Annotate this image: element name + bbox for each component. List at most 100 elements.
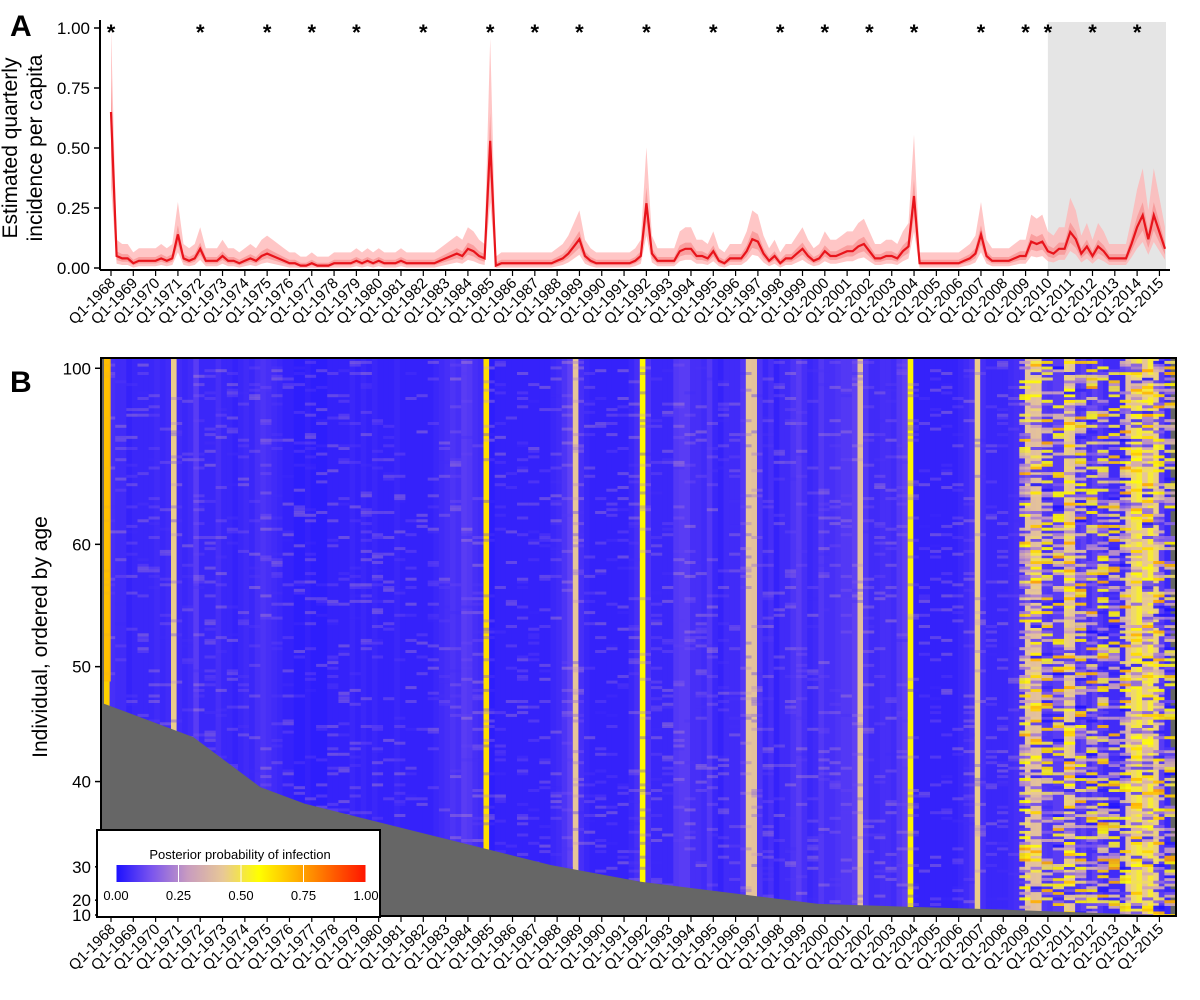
heatmap-cell (1019, 435, 1031, 439)
heatmap-cell (472, 638, 484, 642)
heatmap-cell (1075, 497, 1087, 501)
heatmap-cell (226, 705, 238, 709)
heatmap-cell (1086, 577, 1098, 581)
heatmap-cell (572, 377, 584, 381)
heatmap-cell (137, 650, 149, 653)
heatmap-cell (226, 541, 238, 545)
heatmap-cell (896, 683, 908, 687)
heatmap-column (600, 359, 607, 915)
heatmap-cell (1108, 549, 1120, 553)
heatmap-cell (338, 722, 350, 726)
heatmap-cell (371, 655, 384, 659)
heatmap-column (779, 359, 786, 915)
heatmap-column (801, 359, 808, 915)
heatmap-cell (1075, 516, 1087, 520)
heatmap-cell (1164, 438, 1176, 442)
heatmap-cell (282, 669, 294, 673)
heatmap-cell (651, 377, 663, 381)
heatmap-cell (639, 549, 651, 553)
heatmap-cell (1108, 519, 1120, 523)
heatmap-cell (405, 797, 417, 801)
heatmap-cell (204, 566, 216, 570)
heatmap-cell (1075, 588, 1087, 592)
heatmap-cell (1142, 852, 1154, 856)
heatmap-cell (595, 422, 607, 425)
heatmap-cell (1097, 399, 1109, 403)
heatmap-cell (628, 516, 640, 520)
heatmap-cell (1019, 841, 1031, 845)
heatmap-cell (918, 791, 930, 795)
heatmap-cell (963, 374, 975, 378)
heatmap-cell (1041, 638, 1053, 642)
heatmap-cell (1153, 719, 1165, 723)
heatmap-cell (606, 822, 618, 826)
heatmap-cell (1153, 672, 1165, 676)
heatmap-column (851, 359, 859, 915)
heatmap-cell (684, 641, 696, 645)
heatmap-cell (1030, 566, 1042, 570)
heatmap-cell (985, 786, 997, 790)
heatmap-cells (104, 359, 1176, 916)
heatmap-cell (517, 372, 529, 375)
heatmap-cell (1164, 713, 1176, 717)
heatmap-cell (751, 563, 763, 567)
heatmap-cell (773, 814, 785, 817)
heatmap-cell (494, 819, 506, 823)
heatmap-cell (405, 549, 417, 553)
heatmap-cell (1164, 766, 1176, 770)
heatmap-cell (1142, 577, 1154, 581)
heatmap-cell (1075, 508, 1087, 512)
heatmap-cell (1052, 427, 1064, 431)
heatmap-cell (1108, 413, 1120, 417)
heatmap-column (628, 359, 635, 915)
heatmap-cell (1086, 822, 1098, 826)
heatmap-cell (1153, 591, 1165, 595)
heatmap-cell (1064, 388, 1076, 392)
heatmap-cell (1119, 816, 1131, 820)
heatmap-cell (1153, 691, 1165, 695)
heatmap-cell (729, 733, 741, 737)
heatmap-cell (539, 677, 551, 681)
heatmap-cell (595, 805, 607, 809)
heatmap-cell (204, 427, 216, 431)
heatmap-cell (628, 502, 640, 506)
heatmap-cell (1119, 616, 1131, 620)
heatmap-cell (695, 641, 707, 645)
heatmap-cell (561, 661, 573, 665)
heatmap-cell (762, 563, 774, 567)
heatmap-cell (405, 700, 417, 703)
heatmap-cell (673, 780, 685, 784)
heatmap-cell (1086, 397, 1098, 400)
heatmap-cell (1153, 410, 1165, 414)
heatmap-cell (1164, 563, 1176, 567)
heatmap-cell (1130, 866, 1143, 870)
heatmap-cell (1052, 880, 1064, 884)
heatmap-cell (985, 783, 997, 787)
heatmap-cell (483, 719, 495, 723)
heatmap-column (980, 359, 987, 915)
heatmap-column (997, 359, 1004, 915)
heatmap-cell (717, 383, 730, 387)
heatmap-cell (159, 622, 171, 626)
heatmap-cell (617, 538, 629, 542)
heatmap-column (740, 359, 747, 915)
heatmap-cell (952, 886, 964, 890)
heatmap-column (517, 359, 524, 915)
heatmap-cell (1030, 591, 1042, 595)
heatmap-cell (863, 385, 875, 389)
star-marker-2010: * (1044, 20, 1053, 45)
heatmap-cell (818, 530, 830, 534)
heatmap-cell (327, 808, 339, 812)
heatmap-cell (1164, 844, 1176, 848)
heatmap-cell (1153, 530, 1165, 534)
heatmap-cell (651, 666, 663, 670)
heatmap-cell (829, 688, 841, 692)
heatmap-cell (1019, 447, 1031, 450)
heatmap-cell (304, 580, 317, 584)
heatmap-cell (706, 455, 718, 459)
heatmap-cell (751, 686, 763, 690)
heatmap-cell (706, 786, 718, 790)
heatmap-cell (572, 544, 584, 548)
heatmap-cell (1075, 814, 1087, 817)
heatmap-cell (1130, 602, 1143, 606)
